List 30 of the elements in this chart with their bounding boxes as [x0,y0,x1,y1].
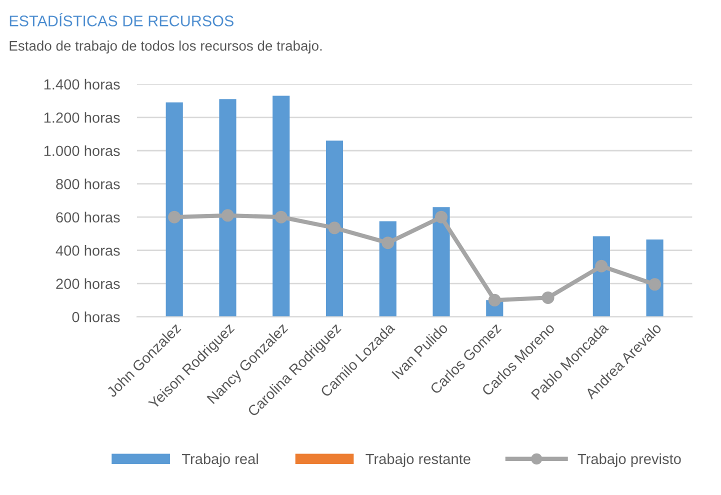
y-tick-label: 600 horas [56,212,120,223]
y-tick-label: 400 horas [56,245,120,256]
chart-subtitle: Estado de trabajo de todos los recursos de trabajo. [10,40,322,54]
bar [432,207,450,317]
bar [379,221,396,317]
y-tick-label: 1.000 horas [44,145,120,156]
point [648,278,662,291]
y-tick-label: 1.200 horas [44,112,120,123]
point [542,291,554,304]
point [435,210,448,224]
bar [646,240,664,317]
legend-label: Trabajo real [182,453,258,468]
y-tick-label: 1.400 horas [44,78,120,90]
point [274,210,288,224]
bar [166,102,183,317]
point [328,222,341,234]
point [168,210,181,224]
chart-title: ESTADÍSTICAS DE RECURSOS [10,12,234,26]
bar [219,99,236,317]
y-tick-label: 0 horas [72,312,120,322]
legend-label: Trabajo previsto [578,453,681,468]
y-tick-label: 200 horas [56,278,120,289]
y-tick-label: 800 horas [56,178,120,190]
point [382,236,394,250]
point [488,294,501,306]
point [221,209,234,222]
bar [326,140,344,317]
bar [272,96,290,317]
point [595,260,608,272]
legend-label: Trabajo restante [366,453,470,468]
